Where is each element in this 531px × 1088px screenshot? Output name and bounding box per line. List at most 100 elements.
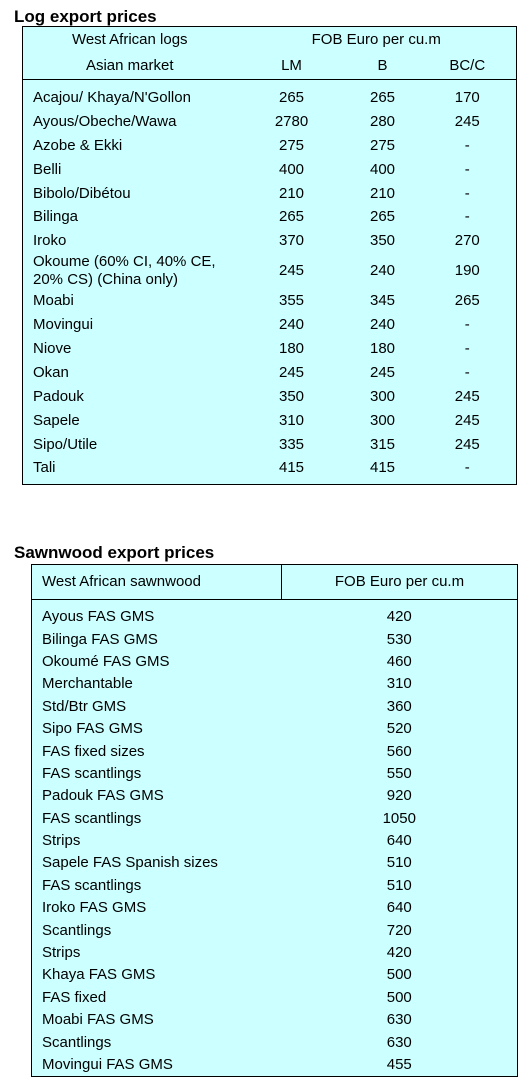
log-price-lm: 310 [278,411,305,429]
sawnwood-table-row: FAS scantlings 1050 [32,808,518,830]
sawnwood-product-name: Iroko FAS GMS [42,899,147,917]
sawnwood-price: 360 [386,697,412,715]
sawnwood-product-name: Sipo FAS GMS [42,720,143,738]
log-table-row: Iroko 370 350 270 [23,229,517,253]
sawnwood-product-name: Merchantable [42,675,133,693]
sawnwood-table-row: FAS scantlings 550 [32,763,518,785]
sawnwood-product-name: Scantlings [42,1033,112,1051]
log-table-row: Niove 180 180 - [23,337,517,361]
log-price-bcc: 170 [454,88,480,106]
sawnwood-price: 630 [386,1033,412,1051]
log-table-row: Okoume (60% CI, 40% CE, 20% CS) (China o… [23,253,517,289]
sawnwood-table-row: Strips 640 [32,830,518,852]
log-price-lm: 2780 [274,112,309,130]
sawnwood-table-row: Strips 420 [32,942,518,964]
sawnwood-table-row: Padouk FAS GMS 920 [32,785,518,807]
sawnwood-table-row: Bilinga FAS GMS 530 [32,628,518,650]
log-header-asian-market: Asian market [22,53,237,80]
log-price-bcc: 245 [454,411,480,429]
log-price-lm: 400 [278,160,305,178]
log-species-name: Okoume (60% CI, 40% CE, 20% CS) (China o… [33,253,216,289]
sawnwood-product-name: Std/Btr GMS [42,697,127,715]
sawnwood-product-name: Strips [42,944,81,962]
log-price-table: West African logs FOB Euro per cu.m Asia… [22,26,518,486]
sawnwood-table-row: Scantlings 720 [32,919,518,941]
log-table-row: Ayous/Obeche/Wawa 2780 280 245 [23,110,517,134]
sawnwood-product-name: Strips [42,832,81,850]
sawnwood-table-row: Sipo FAS GMS 520 [32,718,518,740]
log-price-bcc: - [464,316,470,334]
sawnwood-product-name: Sapele FAS Spanish sizes [42,854,218,872]
log-price-lm: 415 [278,459,305,477]
log-price-b: 275 [369,136,396,154]
log-price-lm: 335 [278,435,305,453]
sawnwood-price: 500 [386,988,412,1006]
sawnwood-section-title: Sawnwood export prices [14,543,215,562]
log-header-row-1: West African logs FOB Euro per cu.m [23,27,517,54]
log-price-bcc: 245 [454,387,480,405]
log-price-bcc: - [464,363,470,381]
log-price-bcc: - [464,208,470,226]
log-species-name: Sapele [33,411,80,429]
log-price-lm: 370 [278,232,305,250]
sawnwood-product-name: Ayous FAS GMS [42,608,155,626]
log-table-row: Okan 245 245 - [23,361,517,385]
sawnwood-product-name: Moabi FAS GMS [42,1011,154,1029]
log-price-b: 345 [369,292,396,310]
log-price-lm: 265 [278,88,305,106]
log-table-row: Belli 400 400 - [23,158,517,182]
log-price-lm: 265 [278,208,305,226]
sawnwood-product-name: FAS scantlings [42,764,142,782]
log-species-name: Azobe & Ekki [33,136,123,154]
sawnwood-product-name: Khaya FAS GMS [42,966,156,984]
log-table-row: Azobe & Ekki 275 275 - [23,134,517,158]
sawnwood-product-name: Padouk FAS GMS [42,787,164,805]
sawnwood-price: 920 [386,787,412,805]
log-species-name: Iroko [33,232,67,250]
sawnwood-header-name: West African sawnwood [31,564,282,600]
sawnwood-table-row: FAS scantlings 510 [32,875,518,897]
log-price-bcc: 245 [454,435,480,453]
sawnwood-header-fob: FOB Euro per cu.m [281,564,518,600]
sawnwood-product-name: FAS fixed sizes [42,742,145,760]
sawnwood-table-row: Scantlings 630 [32,1031,518,1053]
log-price-b: 415 [369,459,396,477]
sawnwood-price: 640 [386,832,412,850]
sawnwood-table-row: Merchantable 310 [32,673,518,695]
sawnwood-price: 455 [386,1056,412,1073]
sawnwood-price-table: West African sawnwood FOB Euro per cu.m … [31,564,518,1078]
sawnwood-price: 420 [386,944,412,962]
sawnwood-table-row: FAS fixed 500 [32,987,518,1009]
sawnwood-table-row: Std/Btr GMS 360 [32,696,518,718]
log-price-lm: 240 [278,316,305,334]
log-price-bcc: 265 [454,292,480,310]
log-price-bcc: - [464,136,470,154]
log-price-b: 240 [369,316,396,334]
log-price-b: 400 [369,160,396,178]
log-species-name: Sipo/Utile [33,435,98,453]
log-price-b: 280 [369,112,396,130]
sawnwood-product-name: Scantlings [42,921,112,939]
sawnwood-product-name: FAS scantlings [42,876,142,894]
sawnwood-header-row: West African sawnwood FOB Euro per cu.m [31,564,518,600]
log-table-row: Acajou/ Khaya/N'Gollon 265 265 170 [23,80,517,110]
log-price-b: 300 [369,411,396,429]
log-table-row: Sipo/Utile 335 315 245 [23,433,517,457]
sawnwood-product-name: Movingui FAS GMS [42,1056,173,1073]
log-header-bcc: BC/C [418,53,517,80]
log-species-name: Bilinga [33,208,79,226]
log-price-b: 265 [369,88,396,106]
log-table-row: Tali 415 415 - [23,456,517,484]
log-price-lm: 180 [278,339,305,357]
log-table-row: Bilinga 265 265 - [23,205,517,229]
log-header-b: B [346,53,419,80]
sawnwood-table-row: Ayous FAS GMS 420 [32,600,518,629]
sawnwood-price: 640 [386,899,412,917]
log-species-name: Padouk [33,387,84,405]
sawnwood-table-row: Khaya FAS GMS 500 [32,964,518,986]
sawnwood-table-row: Iroko FAS GMS 640 [32,897,518,919]
log-species-name: Okan [33,363,69,381]
log-price-lm: 245 [278,363,305,381]
sawnwood-price: 310 [386,675,412,693]
log-species-name: Moabi [33,292,74,310]
